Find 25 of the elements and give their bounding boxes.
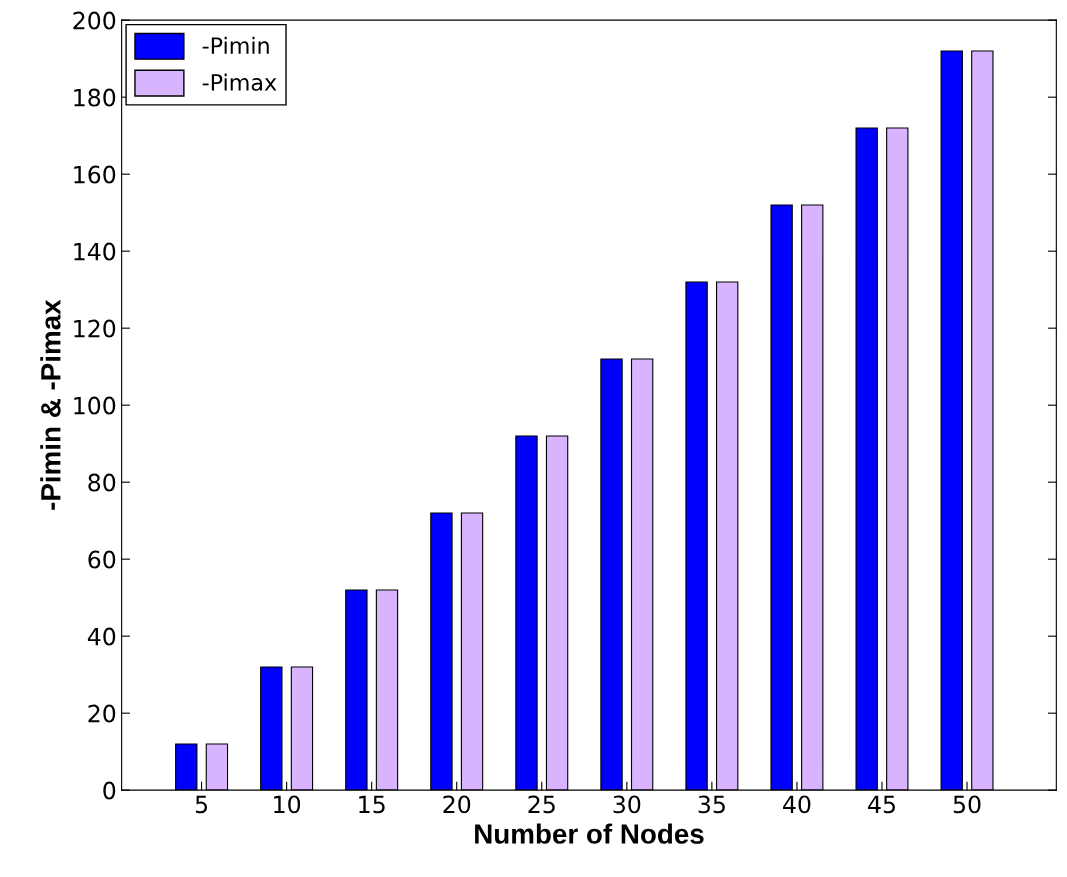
y-tick-label: 0 xyxy=(103,781,116,800)
y-tick-label: 100 xyxy=(74,396,116,415)
x-tick-label: 15 xyxy=(359,795,385,814)
y-tick-label: 40 xyxy=(87,627,116,646)
y-tick-label: 20 xyxy=(88,704,116,723)
y-tick-label: 140 xyxy=(74,242,116,261)
y-tick-label: 200 xyxy=(73,11,116,30)
x-tick-label: 35 xyxy=(698,795,725,814)
legend-label: -Pimin xyxy=(202,36,269,54)
x-axis-title: Number of Nodes xyxy=(475,823,704,844)
y-tick-label: 180 xyxy=(74,88,116,107)
y-tick-label: 160 xyxy=(74,165,116,184)
x-tick-label: 40 xyxy=(783,795,811,814)
x-tick-label: 5 xyxy=(195,795,208,814)
x-tick-label: 45 xyxy=(868,795,895,814)
x-tick-label: 30 xyxy=(613,795,641,814)
y-tick-label: 80 xyxy=(88,473,116,492)
legend-label: -Pimax xyxy=(202,73,277,91)
x-tick-label: 25 xyxy=(528,795,555,814)
x-tick-label: 10 xyxy=(274,795,301,814)
y-tick-label: 60 xyxy=(88,550,116,569)
x-tick-label: 20 xyxy=(443,795,471,814)
y-axis-title: -Pimin & -Pimax xyxy=(40,299,61,510)
x-tick-label: 50 xyxy=(953,795,981,814)
y-tick-label: 120 xyxy=(74,319,116,338)
